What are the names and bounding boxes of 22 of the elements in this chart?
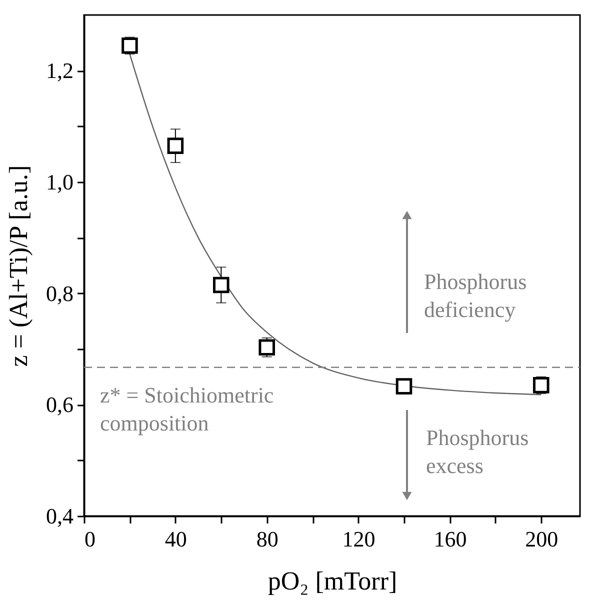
point: [122, 37, 138, 54]
annotation: Phosphorus deficiency: [424, 269, 527, 322]
y-tick-label: 0,4: [46, 504, 74, 528]
point: [258, 339, 275, 356]
x-tick-label: 200: [525, 526, 558, 552]
ref-line-label: z* = Stoichiometric composition: [100, 382, 274, 436]
x-tick-label: 120: [342, 526, 376, 552]
y-tick-label: 1,2: [46, 58, 74, 84]
x-tick-label: 160: [434, 526, 467, 552]
x-tick-label: 40: [164, 526, 187, 552]
point: [167, 138, 184, 154]
point: [396, 378, 412, 394]
x-tick-label: 80: [256, 526, 278, 552]
x-tick-label: 0: [84, 526, 96, 552]
y-tick-label: 0,8: [46, 280, 74, 306]
point: [533, 377, 550, 394]
y-tick-label: 0,6: [46, 392, 74, 418]
annotation: Phosphorus excess: [426, 425, 529, 478]
x-axis-title: pO₂ [mTorr]: [268, 566, 398, 596]
y-axis-title: z = (Al+Ti)/P [a.u.]: [4, 165, 33, 367]
y-tick-label: 1,0: [46, 170, 74, 194]
point: [213, 276, 230, 294]
